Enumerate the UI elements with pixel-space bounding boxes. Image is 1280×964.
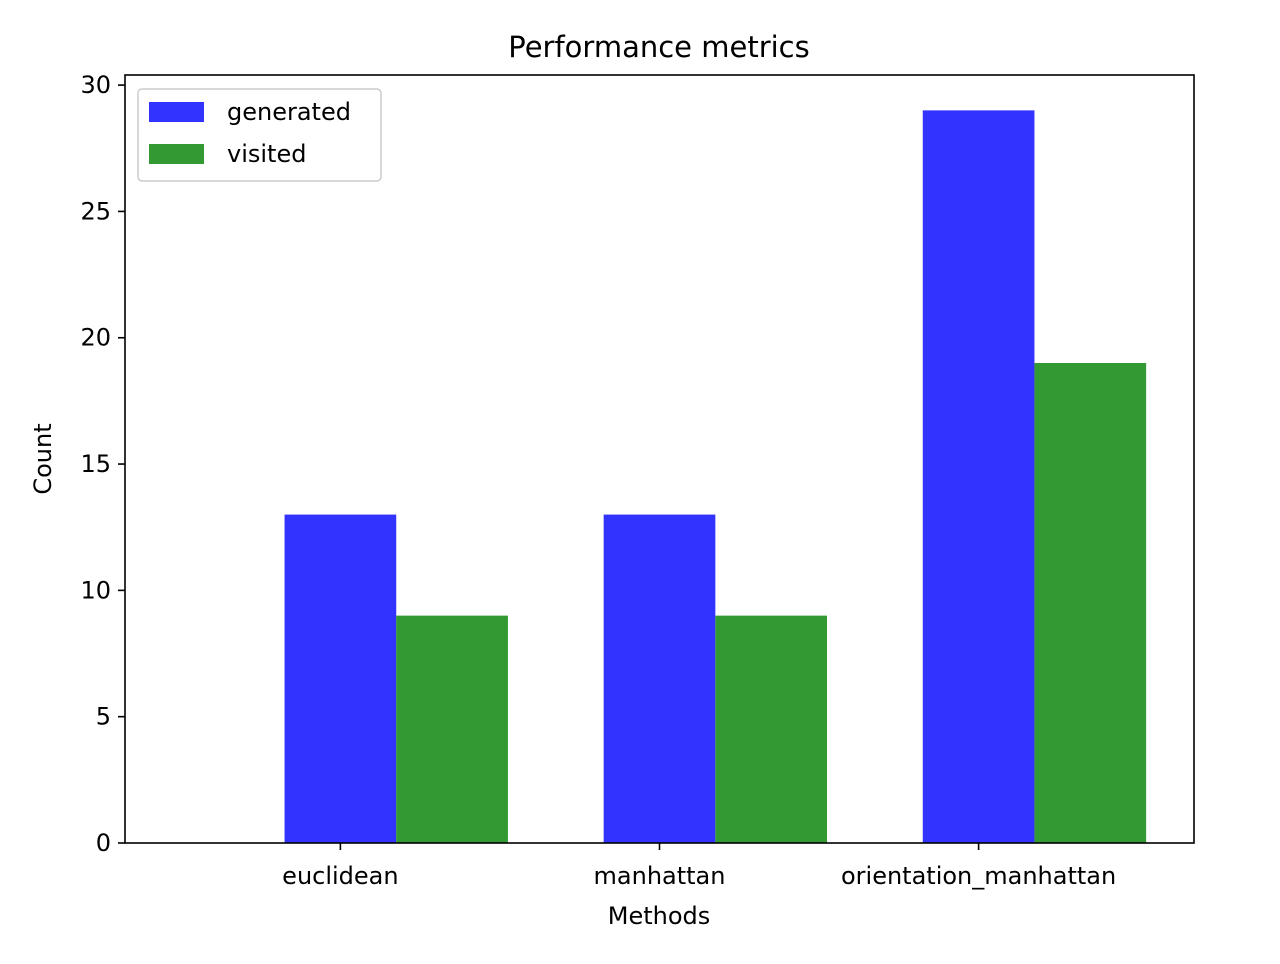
legend-label-generated: generated — [227, 98, 351, 126]
x-axis-label: Methods — [608, 902, 711, 930]
chart-title: Performance metrics — [508, 30, 809, 64]
y-tick-label: 5 — [96, 703, 111, 731]
x-axis-ticks: euclidean manhattan orientation_manhattan — [282, 843, 1116, 890]
legend: generated visited — [137, 88, 382, 182]
legend-label-visited: visited — [227, 140, 306, 168]
bar-generated-manhattan — [603, 514, 716, 843]
bar-visited-euclidean — [396, 615, 508, 843]
bars-layer — [284, 110, 1147, 844]
y-axis-ticks: 0 5 10 15 20 25 30 — [80, 71, 125, 857]
legend-swatch-generated — [149, 102, 204, 122]
bar-visited-manhattan — [715, 615, 828, 843]
bar-visited-orientation_manhattan — [1034, 363, 1147, 843]
y-tick-label: 15 — [80, 450, 111, 478]
y-axis-label: Count — [29, 423, 57, 494]
bar-generated-orientation_manhattan — [922, 110, 1035, 844]
x-tick-label-manhattan: manhattan — [594, 862, 726, 890]
y-tick-label: 25 — [80, 197, 111, 225]
x-tick-label-orientation_manhattan: orientation_manhattan — [841, 862, 1116, 890]
x-tick-label-euclidean: euclidean — [282, 862, 398, 890]
y-tick-label: 20 — [80, 324, 111, 352]
y-tick-label: 10 — [80, 576, 111, 604]
y-tick-label: 0 — [96, 829, 111, 857]
bar-generated-euclidean — [284, 514, 397, 843]
legend-swatch-visited — [149, 144, 204, 164]
y-tick-label: 30 — [80, 71, 111, 99]
